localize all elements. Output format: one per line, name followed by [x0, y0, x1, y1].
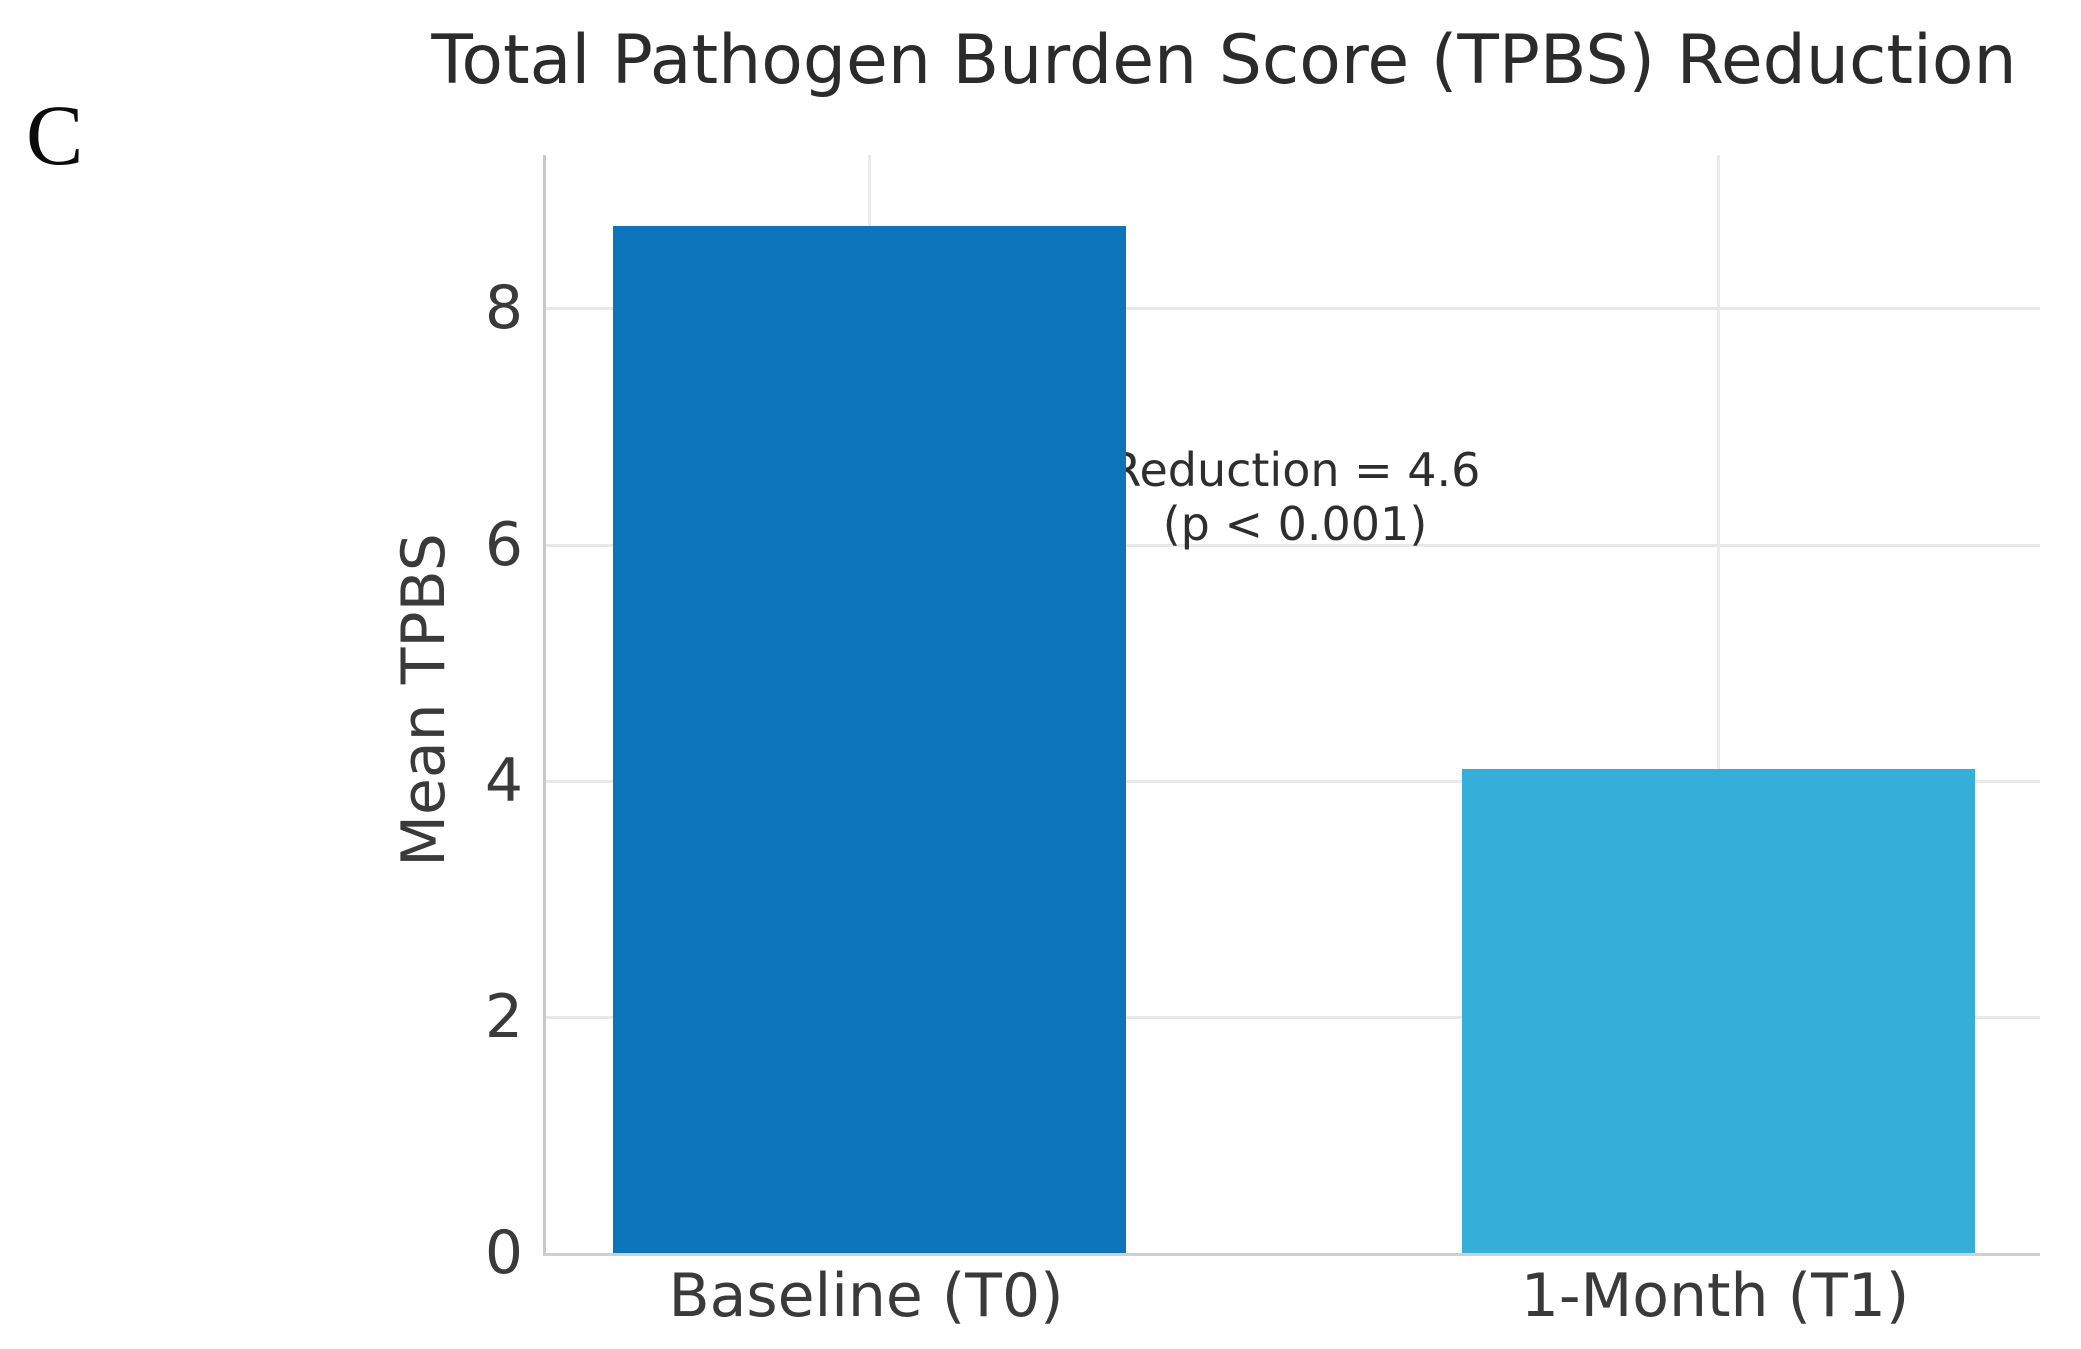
x-gridline-1 [1717, 155, 1720, 1253]
y-tick-label-6: 6 [484, 509, 523, 580]
x-tick-label-1: 1-Month (T1) [1520, 1261, 1910, 1331]
y-tick-label-2: 2 [484, 981, 523, 1052]
bar-0-baseline-t0- [612, 226, 1126, 1253]
y-gridline-8 [546, 307, 2040, 311]
y-gridline-4 [546, 779, 2040, 783]
y-tick-label-0: 0 [484, 1218, 523, 1288]
panel-label: C [26, 87, 84, 183]
reduction-annotation: Reduction = 4.6 (p < 0.001) [1110, 443, 1481, 551]
y-gridline-2 [546, 1015, 2040, 1019]
annotation-line-2: (p < 0.001) [1162, 497, 1428, 551]
plot-area: Reduction = 4.6 (p < 0.001) [543, 155, 2040, 1256]
y-gridline-6 [546, 543, 2040, 547]
y-tick-label-4: 4 [484, 745, 523, 816]
annotation-line-1: Reduction = 4.6 [1109, 443, 1481, 497]
x-tick-label-0: Baseline (T0) [668, 1261, 1064, 1331]
chart-title: Total Pathogen Burden Score (TPBS) Reduc… [431, 21, 2017, 100]
y-axis-label: Mean TPBS [389, 533, 459, 867]
bar-1-1-month-t1- [1461, 769, 1975, 1253]
y-tick-label-8: 8 [484, 273, 523, 344]
